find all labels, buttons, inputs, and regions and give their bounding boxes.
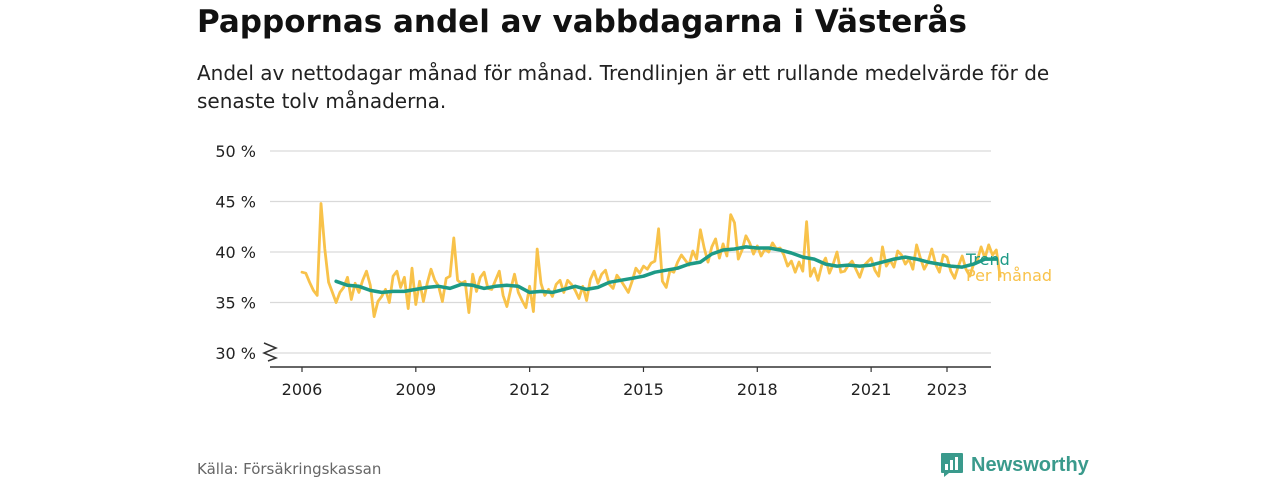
chart-subtitle: Andel av nettodagar månad för månad. Tre… <box>197 61 1050 113</box>
brand-name: Newsworthy <box>971 453 1089 476</box>
series-line-trend <box>334 245 999 295</box>
newsworthy-logo[interactable]: Newsworthy <box>940 452 1089 478</box>
x-tick-label: 2023 <box>927 380 968 399</box>
y-tick-label: 45 % <box>215 193 256 212</box>
x-axis: 2006 2009 2012 2015 2018 2021 2023 <box>270 366 991 399</box>
y-tick-label: 40 % <box>215 243 256 262</box>
x-tick-label: 2015 <box>623 380 664 399</box>
series-label: Trend <box>965 250 1010 269</box>
x-tick-label: 2009 <box>395 380 436 399</box>
bar-chart-logo-icon <box>941 453 963 477</box>
y-tick-label: 35 % <box>215 294 256 313</box>
y-tick-label: 30 % <box>215 344 256 363</box>
source-note: Källa: Försäkringskassan <box>197 460 382 478</box>
chart-title: Pappornas andel av vabbdagarna i Västerå… <box>197 4 967 40</box>
axis-break-icon <box>262 342 279 362</box>
x-tick-label: 2012 <box>509 380 550 399</box>
y-tick-label: 50 % <box>215 142 256 161</box>
y-axis-ticks: 30 % 35 % 40 % 45 % 50 % <box>215 142 279 363</box>
x-tick-label: 2021 <box>851 380 892 399</box>
x-tick-label: 2018 <box>737 380 778 399</box>
series-label: Per månad <box>966 266 1052 285</box>
x-tick-label: 2006 <box>282 380 323 399</box>
series-lines <box>300 202 1002 318</box>
